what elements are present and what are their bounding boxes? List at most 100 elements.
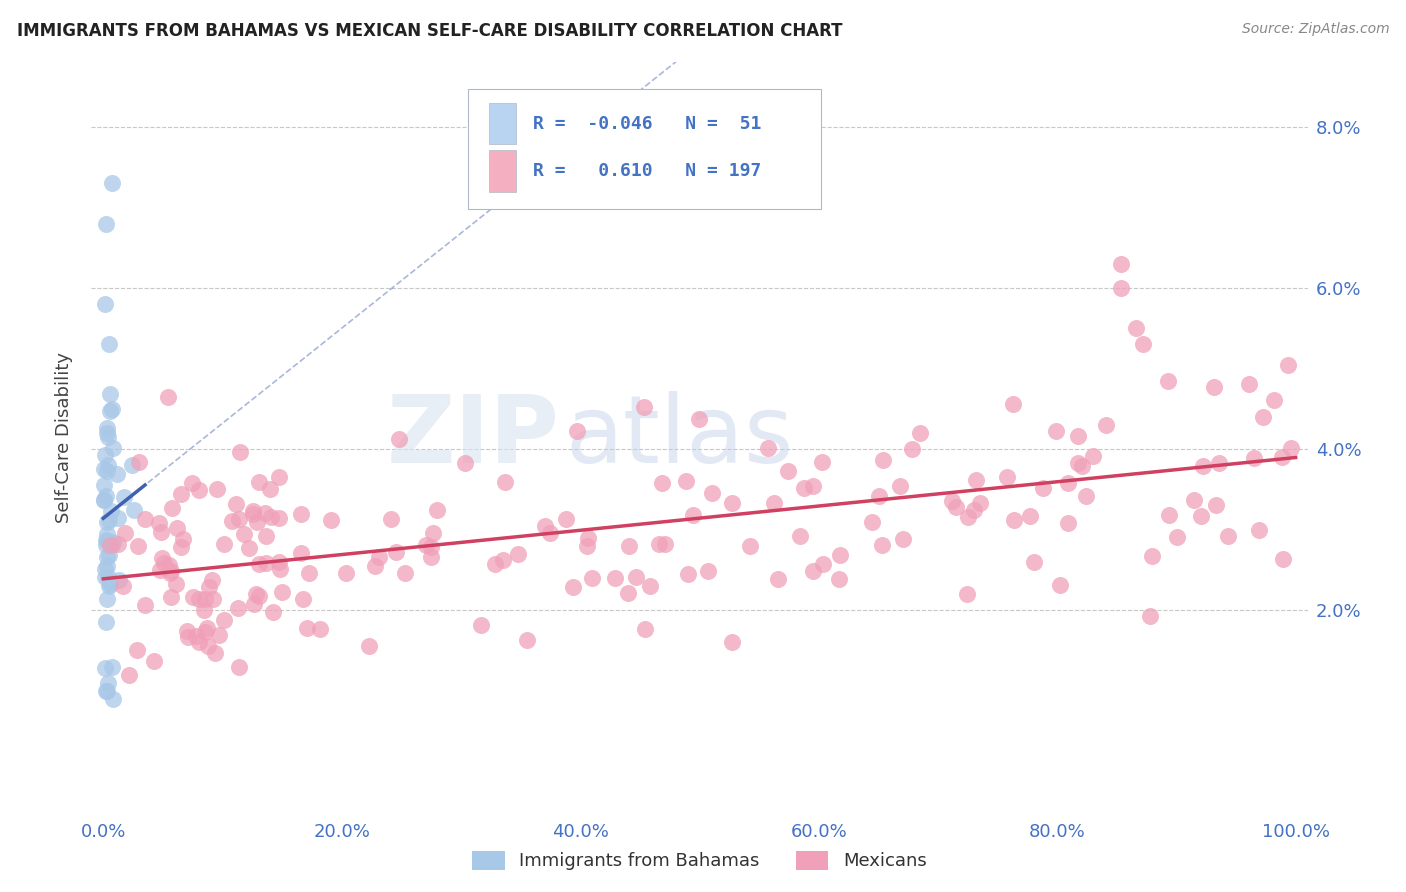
Point: [1032, 481, 1054, 495]
Point: [117, 667, 139, 681]
Point: [1002, 396, 1025, 410]
Point: [1045, 424, 1067, 438]
Point: [105, 467, 128, 481]
Point: [415, 538, 437, 552]
Point: [194, 591, 217, 606]
Point: [101, 176, 124, 190]
Point: [96, 420, 118, 434]
Point: [195, 621, 218, 635]
Point: [962, 503, 984, 517]
Point: [969, 495, 991, 509]
Point: [127, 642, 149, 657]
Point: [269, 555, 291, 569]
Point: [271, 585, 294, 599]
Point: [228, 445, 250, 459]
Point: [908, 425, 931, 440]
Point: [96, 558, 118, 573]
Point: [575, 539, 598, 553]
Point: [93, 562, 115, 576]
Point: [801, 564, 824, 578]
Point: [170, 487, 193, 501]
Point: [1125, 321, 1147, 335]
Point: [889, 479, 911, 493]
Point: [756, 441, 779, 455]
Point: [965, 473, 987, 487]
Point: [160, 590, 183, 604]
Point: [321, 513, 343, 527]
Point: [254, 529, 277, 543]
Point: [149, 524, 172, 539]
Point: [101, 692, 124, 706]
Point: [97, 675, 120, 690]
Text: ZIP: ZIP: [387, 391, 560, 483]
Point: [1166, 530, 1188, 544]
Point: [868, 489, 890, 503]
Point: [470, 618, 492, 632]
Point: [94, 297, 117, 311]
Point: [212, 537, 235, 551]
Point: [292, 591, 315, 606]
Point: [101, 538, 124, 552]
Point: [181, 590, 204, 604]
Point: [96, 684, 118, 698]
Point: [1192, 459, 1215, 474]
Point: [1071, 458, 1094, 473]
Point: [1202, 380, 1225, 394]
Point: [97, 430, 120, 444]
Point: [94, 615, 117, 629]
Point: [581, 571, 603, 585]
Point: [1056, 516, 1078, 530]
Point: [426, 503, 449, 517]
Point: [96, 534, 118, 549]
Point: [204, 647, 226, 661]
Point: [186, 629, 208, 643]
Point: [233, 527, 256, 541]
Point: [654, 537, 676, 551]
Point: [100, 504, 122, 518]
Point: [242, 507, 264, 521]
Point: [98, 387, 121, 401]
FancyBboxPatch shape: [468, 88, 821, 209]
Point: [165, 576, 187, 591]
Point: [121, 458, 143, 473]
Point: [1002, 513, 1025, 527]
Point: [159, 566, 181, 581]
Point: [243, 597, 266, 611]
Point: [149, 563, 172, 577]
Point: [941, 494, 963, 508]
Point: [1191, 508, 1213, 523]
Text: R =   0.610   N = 197: R = 0.610 N = 197: [533, 162, 761, 180]
Point: [245, 587, 267, 601]
Point: [96, 515, 118, 529]
Point: [194, 624, 217, 639]
Point: [96, 684, 118, 698]
Point: [188, 592, 211, 607]
Point: [247, 589, 270, 603]
Point: [262, 605, 284, 619]
Point: [108, 574, 131, 588]
Point: [269, 470, 291, 484]
Point: [96, 592, 118, 607]
Point: [562, 581, 585, 595]
Point: [134, 512, 156, 526]
Point: [634, 622, 657, 636]
Point: [380, 512, 402, 526]
Point: [188, 634, 211, 648]
Point: [148, 516, 170, 531]
Point: [1018, 509, 1040, 524]
Point: [207, 628, 229, 642]
Point: [454, 456, 477, 470]
Point: [259, 482, 281, 496]
Point: [811, 557, 834, 571]
Legend: Immigrants from Bahamas, Mexicans: Immigrants from Bahamas, Mexicans: [465, 844, 934, 878]
Point: [422, 526, 444, 541]
Point: [1157, 508, 1180, 523]
Point: [956, 587, 979, 601]
Point: [93, 492, 115, 507]
Point: [357, 639, 380, 653]
Point: [1272, 551, 1295, 566]
Point: [891, 532, 914, 546]
Point: [555, 512, 578, 526]
Point: [1279, 441, 1302, 455]
Point: [633, 400, 655, 414]
